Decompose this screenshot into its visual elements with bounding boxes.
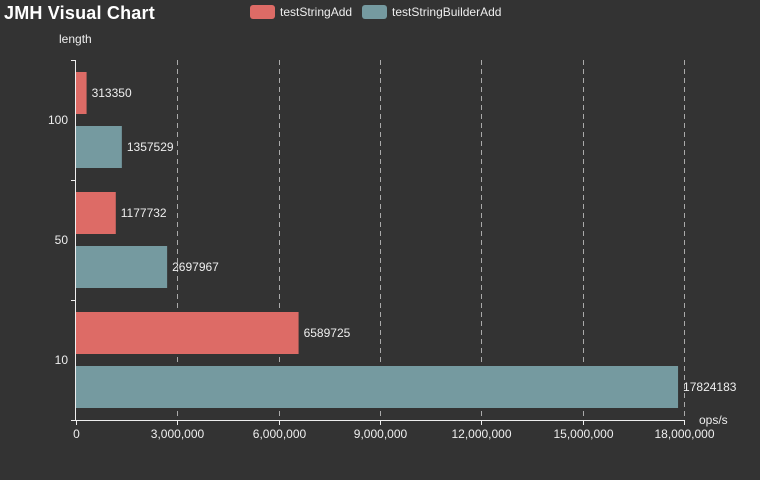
x-tick-label: 3,000,000 (151, 427, 205, 441)
legend-swatch-testStringAdd (250, 5, 275, 19)
x-tick-label: 18,000,000 (654, 427, 714, 441)
x-tick-label: 6,000,000 (253, 427, 307, 441)
bars (76, 72, 679, 408)
y-tick-label: 10 (55, 353, 69, 367)
grid-lines (177, 60, 685, 420)
data-label-testStringAdd-50: 1177732 (121, 206, 167, 220)
data-label-testStringBuilderAdd-100: 1357529 (127, 140, 174, 154)
data-label-testStringAdd-10: 6589725 (304, 326, 351, 340)
x-tick-label: 15,000,000 (553, 427, 613, 441)
data-label-testStringAdd-100: 313350 (92, 86, 132, 100)
x-tick-label: 0 (73, 427, 80, 441)
bar-testStringAdd-50[interactable] (76, 192, 116, 234)
x-tick-label: 12,000,000 (451, 427, 511, 441)
data-label-testStringBuilderAdd-10: 17824183 (683, 380, 737, 394)
legend-item-testStringBuilderAdd[interactable]: testStringBuilderAdd (362, 5, 501, 19)
data-label-testStringBuilderAdd-50: 2697967 (172, 260, 219, 274)
y-tick-label: 100 (48, 113, 68, 127)
legend-label-testStringAdd: testStringAdd (280, 5, 353, 19)
legend: testStringAdd testStringBuilderAdd (250, 5, 511, 19)
x-axis-label: ops/s (699, 413, 728, 427)
legend-item-testStringAdd[interactable]: testStringAdd (250, 5, 352, 19)
bar-testStringBuilderAdd-10[interactable] (76, 366, 679, 408)
bar-testStringAdd-10[interactable] (76, 312, 299, 354)
axes: 0 3,000,000 6,000,000 9,000,000 12,000,000 15… (48, 60, 715, 441)
bar-testStringAdd-100[interactable] (76, 72, 87, 114)
legend-swatch-testStringBuilderAdd (362, 5, 388, 19)
legend-label-testStringBuilderAdd: testStringBuilderAdd (392, 5, 502, 19)
y-tick-label: 50 (55, 233, 69, 247)
bar-testStringBuilderAdd-100[interactable] (76, 126, 122, 168)
x-tick-label: 9,000,000 (354, 427, 408, 441)
chart-title: JMH Visual Chart (4, 3, 155, 23)
bar-testStringBuilderAdd-50[interactable] (76, 246, 168, 288)
data-labels: 6589725 17824183 1177732 2697967 313350 13575… (92, 86, 737, 394)
y-axis-label: length (59, 32, 92, 46)
